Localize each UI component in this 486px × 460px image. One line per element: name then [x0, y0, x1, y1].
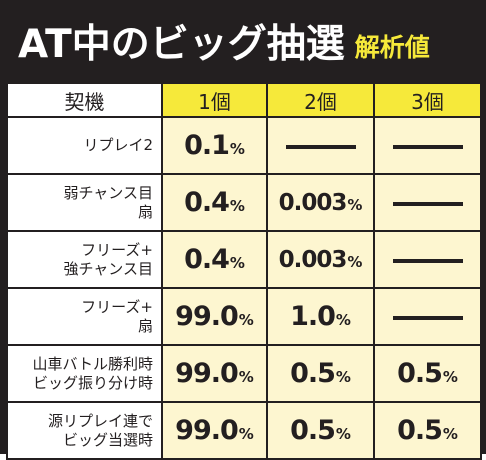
table-header-row: 契機 1個 2個 3個: [6, 82, 482, 118]
trigger-label: 扇: [137, 316, 153, 335]
percent-unit: %: [229, 254, 245, 272]
value-cell-3: [373, 116, 482, 175]
dash-mark: [392, 315, 463, 320]
value-number: 0.4: [184, 244, 230, 275]
percent-unit: %: [442, 425, 458, 443]
value-cell-1: 99.0%: [161, 344, 268, 403]
percent-unit: %: [229, 140, 245, 158]
header: AT中のビッグ抽選 解析値: [0, 0, 486, 82]
page-subtitle: 解析値: [354, 33, 430, 62]
percent-unit: %: [229, 197, 245, 215]
value-cell-2: 0.003%: [266, 230, 375, 289]
value-number: 0.003: [278, 246, 348, 273]
dash-mark: [392, 144, 463, 149]
value-number: 99.0: [175, 415, 239, 446]
value-cell-1: 0.1%: [161, 116, 268, 175]
trigger-label: リプレイ2: [83, 136, 153, 154]
column-header-2: 2個: [266, 82, 375, 118]
table-row: 弱チャンス目扇 0.4% 0.003%: [6, 173, 482, 232]
percent-unit: %: [238, 311, 254, 329]
trigger-label: フリーズ+: [81, 240, 153, 259]
value-cell-1: 0.4%: [161, 173, 268, 232]
value-cell-1: 99.0%: [161, 287, 268, 346]
table-row: フリーズ+ 強チャンス目 0.4% 0.003%: [6, 230, 482, 289]
table-row: 源リプレイ連で ビッグ当選時 99.0% 0.5% 0.5%: [6, 401, 482, 460]
table-row: リプレイ2 0.1%: [6, 116, 482, 175]
table-row: 山車バトル勝利時 ビッグ振り分け時 99.0% 0.5% 0.5%: [6, 344, 482, 403]
trigger-cell: 山車バトル勝利時 ビッグ振り分け時: [6, 344, 163, 403]
trigger-label: 源リプレイ連で: [47, 411, 153, 430]
value-number: 99.0: [175, 301, 239, 332]
percent-unit: %: [335, 425, 351, 443]
trigger-label: 扇: [137, 202, 153, 221]
value-cell-2: 0.5%: [266, 401, 375, 460]
trigger-label: 弱チャンス目: [63, 183, 153, 202]
percent-unit: %: [347, 195, 363, 214]
value-number: 99.0: [175, 358, 239, 389]
percent-unit: %: [335, 368, 351, 386]
value-cell-3: [373, 173, 482, 232]
trigger-cell: フリーズ+ 強チャンス目: [6, 230, 163, 289]
value-number: 0.4: [184, 187, 230, 218]
trigger-label: フリーズ+: [81, 297, 153, 316]
value-cell-3: [373, 230, 482, 289]
value-number: 0.5: [397, 415, 443, 446]
page-title: AT中のビッグ抽選: [18, 22, 345, 67]
trigger-label: 強チャンス目: [63, 259, 153, 278]
value-number: 0.5: [290, 415, 336, 446]
dash-mark: [285, 144, 356, 149]
trigger-label: ビッグ当選時: [62, 430, 153, 449]
trigger-cell: フリーズ+ 扇: [6, 287, 163, 346]
dash-mark: [392, 258, 463, 263]
value-cell-3: [373, 287, 482, 346]
value-cell-3: 0.5%: [373, 344, 482, 403]
trigger-label: 山車バトル勝利時: [32, 354, 153, 373]
value-cell-2: 0.5%: [266, 344, 375, 403]
percent-unit: %: [347, 252, 363, 271]
value-cell-1: 0.4%: [161, 230, 268, 289]
trigger-cell: 弱チャンス目扇: [6, 173, 163, 232]
value-number: 1.0: [290, 301, 336, 332]
value-cell-2: 0.003%: [266, 173, 375, 232]
trigger-cell: 源リプレイ連で ビッグ当選時: [6, 401, 163, 460]
column-header-1: 1個: [161, 82, 268, 118]
percent-unit: %: [442, 368, 458, 386]
trigger-label: ビッグ振り分け時: [32, 373, 153, 392]
trigger-cell: リプレイ2: [6, 116, 163, 175]
value-number: 0.5: [290, 358, 336, 389]
value-cell-3: 0.5%: [373, 401, 482, 460]
dash-mark: [392, 201, 463, 206]
value-number: 0.003: [278, 189, 348, 216]
big-lottery-table: 契機 1個 2個 3個 リプレイ2 0.1% 弱チャンス目扇 0.4% 0.003% フリ…: [6, 82, 482, 460]
percent-unit: %: [238, 425, 254, 443]
value-cell-1: 99.0%: [161, 401, 268, 460]
value-cell-2: [266, 116, 375, 175]
percent-unit: %: [238, 368, 254, 386]
percent-unit: %: [335, 311, 351, 329]
column-header-3: 3個: [373, 82, 482, 118]
value-cell-2: 1.0%: [266, 287, 375, 346]
table-row: フリーズ+ 扇 99.0% 1.0%: [6, 287, 482, 346]
value-number: 0.1: [184, 130, 230, 161]
column-header-trigger: 契機: [6, 82, 163, 118]
value-number: 0.5: [397, 358, 443, 389]
